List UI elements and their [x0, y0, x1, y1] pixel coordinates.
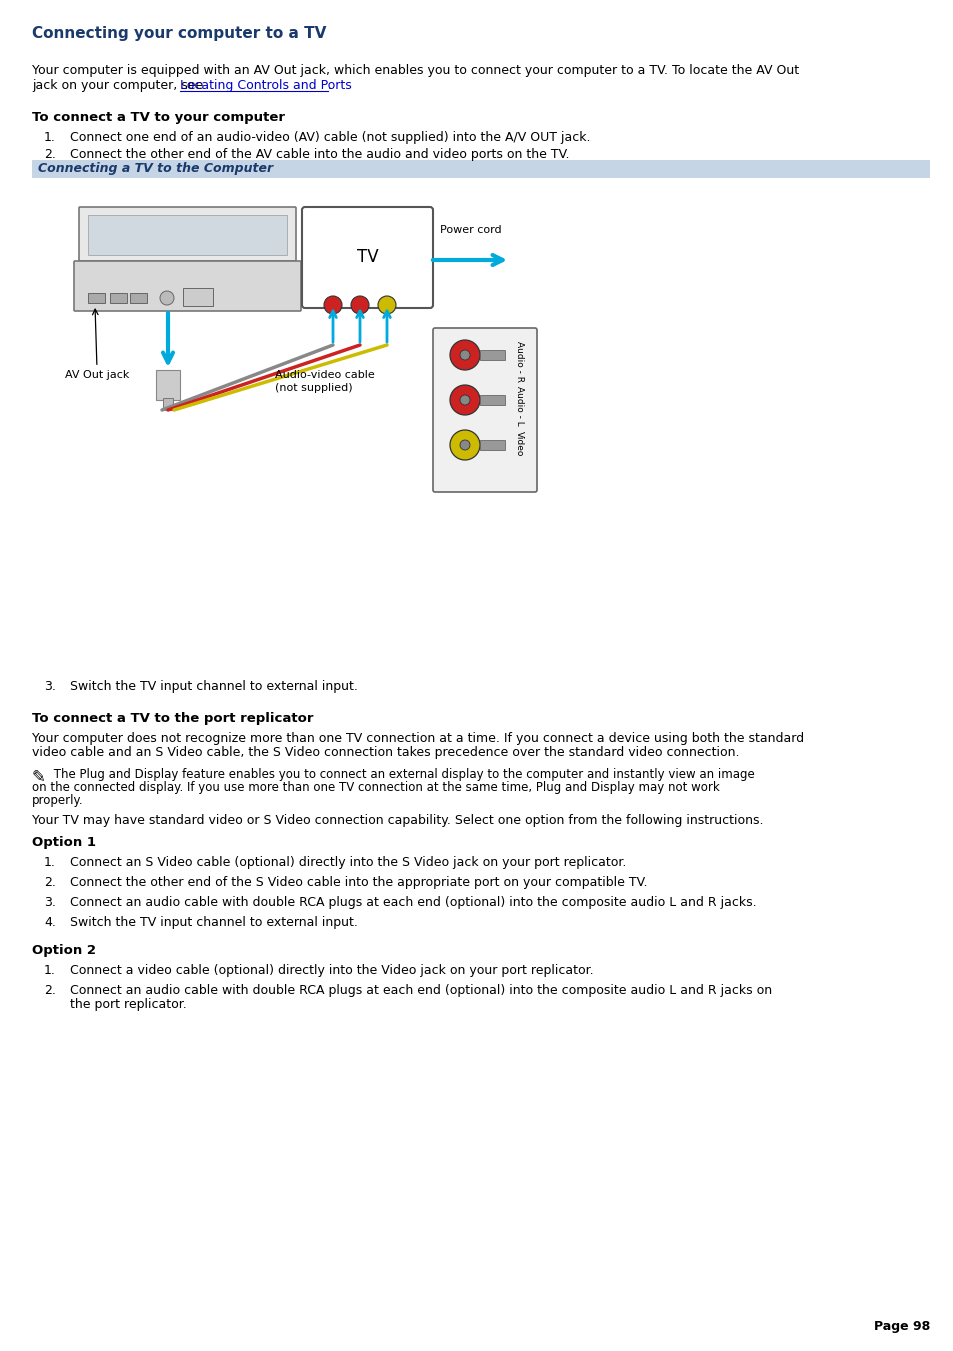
- Text: Connecting a TV to the Computer: Connecting a TV to the Computer: [38, 162, 273, 176]
- Bar: [479, 350, 504, 359]
- Text: Connect an audio cable with double RCA plugs at each end (optional) into the com: Connect an audio cable with double RCA p…: [70, 984, 771, 997]
- Text: To connect a TV to the port replicator: To connect a TV to the port replicator: [32, 712, 314, 725]
- Text: Switch the TV input channel to external input.: Switch the TV input channel to external …: [70, 916, 357, 929]
- Text: Audio - L: Audio - L: [515, 386, 523, 426]
- Text: video cable and an S Video cable, the S Video connection takes precedence over t: video cable and an S Video cable, the S …: [32, 746, 739, 759]
- FancyBboxPatch shape: [302, 207, 433, 308]
- Bar: [163, 399, 172, 409]
- Text: Your computer does not recognize more than one TV connection at a time. If you c: Your computer does not recognize more th…: [32, 732, 803, 744]
- Circle shape: [160, 290, 173, 305]
- Text: (not supplied): (not supplied): [274, 382, 353, 393]
- Bar: [479, 440, 504, 450]
- Text: 2.: 2.: [44, 149, 56, 161]
- Text: 2.: 2.: [44, 984, 56, 997]
- Text: 3.: 3.: [44, 896, 56, 909]
- Circle shape: [450, 430, 479, 459]
- Bar: [183, 288, 213, 305]
- Text: 1.: 1.: [44, 857, 56, 869]
- Text: Video: Video: [515, 431, 523, 457]
- Text: Your TV may have standard video or S Video connection capability. Select one opt: Your TV may have standard video or S Vid…: [32, 815, 762, 827]
- Text: 1.: 1.: [44, 965, 56, 977]
- Text: properly.: properly.: [32, 794, 84, 807]
- Text: Connect a video cable (optional) directly into the Video jack on your port repli: Connect a video cable (optional) directl…: [70, 965, 593, 977]
- Text: Connecting your computer to a TV: Connecting your computer to a TV: [32, 26, 326, 41]
- Text: 3.: 3.: [44, 680, 56, 693]
- Text: .: .: [328, 78, 332, 92]
- Bar: [156, 370, 180, 400]
- Text: 2.: 2.: [44, 875, 56, 889]
- Circle shape: [351, 296, 369, 313]
- Bar: [32, 159, 929, 178]
- Text: Audio - R: Audio - R: [515, 340, 523, 382]
- Text: Option 2: Option 2: [32, 944, 96, 957]
- Text: Audio-video cable: Audio-video cable: [274, 370, 375, 380]
- FancyBboxPatch shape: [74, 261, 301, 311]
- Bar: [88, 293, 105, 303]
- Circle shape: [324, 296, 341, 313]
- Text: To connect a TV to your computer: To connect a TV to your computer: [32, 111, 285, 124]
- Circle shape: [459, 350, 470, 359]
- Circle shape: [459, 440, 470, 450]
- Text: Connect the other end of the AV cable into the audio and video ports on the TV.: Connect the other end of the AV cable in…: [70, 149, 569, 161]
- Text: TV: TV: [356, 249, 378, 266]
- Bar: [130, 293, 147, 303]
- Text: Switch the TV input channel to external input.: Switch the TV input channel to external …: [70, 680, 357, 693]
- Text: Option 1: Option 1: [32, 836, 96, 848]
- Circle shape: [377, 296, 395, 313]
- Text: Power cord: Power cord: [439, 226, 501, 235]
- Text: Page 98: Page 98: [873, 1320, 929, 1333]
- Bar: [479, 394, 504, 405]
- Circle shape: [459, 394, 470, 405]
- Circle shape: [450, 385, 479, 415]
- Text: Connect the other end of the S Video cable into the appropriate port on your com: Connect the other end of the S Video cab…: [70, 875, 647, 889]
- Text: 4.: 4.: [44, 916, 56, 929]
- Text: Locating Controls and Ports: Locating Controls and Ports: [180, 78, 352, 92]
- Bar: [110, 293, 127, 303]
- Circle shape: [450, 340, 479, 370]
- Text: on the connected display. If you use more than one TV connection at the same tim: on the connected display. If you use mor…: [32, 781, 719, 794]
- FancyBboxPatch shape: [433, 328, 537, 492]
- Text: ✎: ✎: [32, 767, 46, 786]
- Text: Connect one end of an audio-video (AV) cable (not supplied) into the A/V OUT jac: Connect one end of an audio-video (AV) c…: [70, 131, 590, 145]
- Text: AV Out jack: AV Out jack: [65, 309, 130, 380]
- Text: Connect an S Video cable (optional) directly into the S Video jack on your port : Connect an S Video cable (optional) dire…: [70, 857, 626, 869]
- Bar: [88, 215, 287, 255]
- Text: the port replicator.: the port replicator.: [70, 998, 187, 1011]
- Text: Connect an audio cable with double RCA plugs at each end (optional) into the com: Connect an audio cable with double RCA p…: [70, 896, 756, 909]
- Text: Your computer is equipped with an AV Out jack, which enables you to connect your: Your computer is equipped with an AV Out…: [32, 63, 799, 77]
- Text: jack on your computer, see: jack on your computer, see: [32, 78, 207, 92]
- Text: 1.: 1.: [44, 131, 56, 145]
- FancyBboxPatch shape: [79, 207, 295, 261]
- Text: The Plug and Display feature enables you to connect an external display to the c: The Plug and Display feature enables you…: [50, 767, 754, 781]
